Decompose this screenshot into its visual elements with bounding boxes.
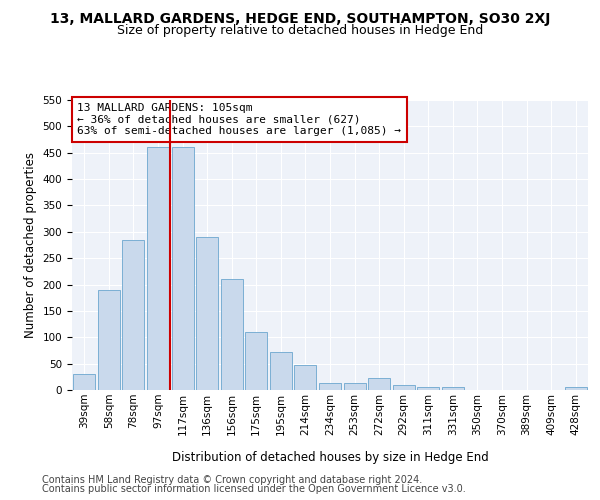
Bar bbox=[73, 374, 95, 390]
Bar bbox=[368, 378, 390, 390]
Bar bbox=[172, 148, 194, 390]
Y-axis label: Number of detached properties: Number of detached properties bbox=[24, 152, 37, 338]
Bar bbox=[270, 352, 292, 390]
Text: Contains HM Land Registry data © Crown copyright and database right 2024.: Contains HM Land Registry data © Crown c… bbox=[42, 475, 422, 485]
Bar bbox=[196, 237, 218, 390]
Bar bbox=[221, 280, 243, 390]
Bar bbox=[344, 383, 365, 390]
Bar bbox=[392, 384, 415, 390]
Bar bbox=[295, 365, 316, 390]
Text: 13 MALLARD GARDENS: 105sqm
← 36% of detached houses are smaller (627)
63% of sem: 13 MALLARD GARDENS: 105sqm ← 36% of deta… bbox=[77, 103, 401, 136]
Bar bbox=[147, 148, 169, 390]
Text: Distribution of detached houses by size in Hedge End: Distribution of detached houses by size … bbox=[172, 451, 488, 464]
Bar bbox=[98, 290, 120, 390]
Bar bbox=[417, 388, 439, 390]
Bar bbox=[319, 383, 341, 390]
Text: Size of property relative to detached houses in Hedge End: Size of property relative to detached ho… bbox=[117, 24, 483, 37]
Bar bbox=[122, 240, 145, 390]
Text: 13, MALLARD GARDENS, HEDGE END, SOUTHAMPTON, SO30 2XJ: 13, MALLARD GARDENS, HEDGE END, SOUTHAMP… bbox=[50, 12, 550, 26]
Text: Contains public sector information licensed under the Open Government Licence v3: Contains public sector information licen… bbox=[42, 484, 466, 494]
Bar bbox=[565, 388, 587, 390]
Bar bbox=[245, 332, 268, 390]
Bar bbox=[442, 388, 464, 390]
